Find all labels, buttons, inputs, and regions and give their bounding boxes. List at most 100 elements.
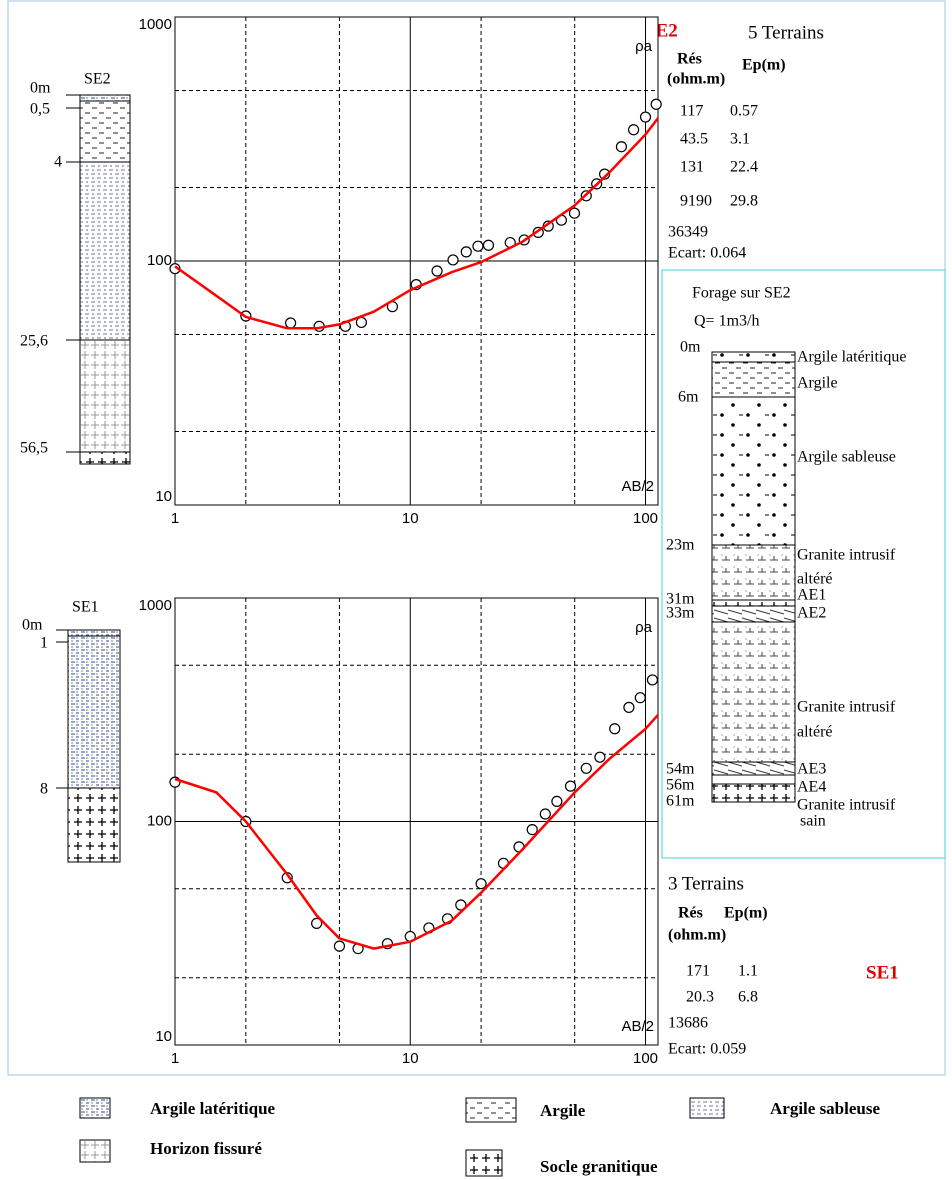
cell: 22.4 (730, 159, 758, 176)
depth-label: 6m (678, 389, 699, 406)
layer-label: Argile sableuse (797, 449, 896, 466)
depth-label: 56m (666, 777, 695, 794)
data-point (311, 917, 323, 930)
data-point (460, 246, 472, 258)
cell: 117 (680, 103, 703, 120)
model-curve (174, 714, 659, 950)
header: Rés (678, 905, 703, 922)
layer-label: AE3 (797, 761, 826, 778)
layer-label: Granite intrusif (797, 547, 896, 564)
depth-label: 33m (666, 605, 695, 622)
borehole-title: Forage sur SE2 (692, 285, 791, 302)
x-tick-label: 1 (171, 510, 179, 527)
y-tick-label: 10 (155, 488, 172, 505)
x-tick-label: 100 (633, 510, 658, 527)
y-tick-label: 10 (155, 1028, 172, 1045)
data-point (628, 124, 640, 136)
cell: 43.5 (680, 131, 708, 148)
header: Ep(m) (724, 905, 768, 922)
x-tick-label: 10 (402, 1050, 419, 1067)
depth-label: 56,5 (20, 440, 48, 457)
layer-label: Granite intrusif (797, 797, 896, 814)
data-point (475, 878, 487, 890)
cell: 0.57 (730, 103, 758, 120)
x-tick-label: 1 (171, 1050, 179, 1067)
y-axis-label: ρa (635, 619, 653, 636)
depth-label: 0m (22, 617, 43, 634)
depth-label: 31m (666, 591, 695, 608)
ecart: Ecart: 0.059 (668, 1041, 746, 1058)
se2-column: SE2 0m 0,5 4 25,6 56,5 (20, 71, 131, 465)
cell: 9190 (680, 193, 712, 210)
depth-label: 23m (666, 537, 695, 554)
se1-column: SE1 0m 1 8 (22, 599, 121, 863)
model-curve (174, 117, 659, 330)
data-point (580, 762, 592, 774)
depth-label: 0m (30, 80, 51, 97)
layer-label: Argile latéritique (797, 349, 906, 366)
data-point (539, 808, 551, 820)
cell: 1.1 (738, 963, 758, 980)
cell: 13686 (668, 1015, 708, 1032)
data-point (284, 317, 297, 329)
data-point (568, 207, 581, 219)
header: Rés (677, 51, 702, 68)
y-tick-label: 100 (147, 252, 172, 269)
legend: Argile latéritique Argile Argile sableus… (79, 1097, 880, 1177)
plot-frame (174, 597, 659, 1046)
data-point (447, 254, 459, 266)
legend-label: Socle granitique (540, 1157, 658, 1176)
depth-label: 25,6 (20, 333, 48, 350)
header: Ep(m) (742, 57, 786, 74)
data-point (650, 98, 662, 110)
legend-label: Argile latéritique (150, 1099, 276, 1118)
depth-label: 0,5 (30, 101, 50, 118)
cell: 29.8 (730, 193, 758, 210)
layer-label: AE2 (797, 605, 826, 622)
x-axis-label: AB/2 (621, 478, 654, 495)
legend-label: Horizon fissuré (150, 1139, 262, 1158)
layer-label: Granite intrusif (797, 699, 896, 716)
cell: 20.3 (686, 989, 714, 1006)
layer-label: Argile (797, 375, 838, 392)
data-point (551, 795, 563, 808)
data-point (169, 776, 181, 788)
cell: 36349 (668, 224, 708, 241)
borehole-flow: Q= 1m3/h (694, 313, 759, 330)
depth-label: 4 (54, 154, 62, 171)
data-point (639, 111, 652, 123)
data-point (564, 780, 577, 792)
y-axis-label: ρa (635, 38, 653, 55)
data-point (634, 692, 646, 704)
data-point (472, 240, 484, 252)
data-point (609, 723, 621, 735)
se1-model: 3 Terrains Rés (ohm.m) Ep(m) 171 1.1 20.… (668, 873, 899, 1057)
data-point (333, 940, 346, 952)
cell: 6.8 (738, 989, 758, 1006)
model-subtitle: 5 Terrains (748, 22, 824, 43)
x-tick-label: 10 (402, 510, 419, 527)
x-axis-label: AB/2 (621, 1018, 654, 1035)
legend-label: Argile (540, 1101, 586, 1120)
se2-model: SE2 5 Terrains Rés (ohm.m) Ep(m) 117 0.5… (645, 20, 824, 261)
layer-label: sain (800, 813, 826, 830)
data-point (598, 168, 611, 180)
data-point (355, 316, 368, 329)
data-point (482, 239, 495, 251)
data-point (594, 751, 606, 763)
depth-label: 61m (666, 793, 695, 810)
data-point (431, 265, 443, 277)
model-subtitle: 3 Terrains (668, 873, 744, 894)
cell: 3.1 (730, 131, 750, 148)
plot-frame (174, 16, 659, 506)
data-point (623, 701, 635, 713)
ecart: Ecart: 0.064 (668, 245, 746, 262)
layer-label: AE4 (797, 779, 826, 796)
model-label: SE1 (866, 962, 899, 983)
y-tick-label: 100 (147, 812, 172, 829)
borehole: Forage sur SE2 Q= 1m3/h 0m 6m 23m 31m 33… (661, 269, 946, 859)
depth-label: 1 (40, 635, 48, 652)
layer-label: altéré (797, 724, 833, 741)
